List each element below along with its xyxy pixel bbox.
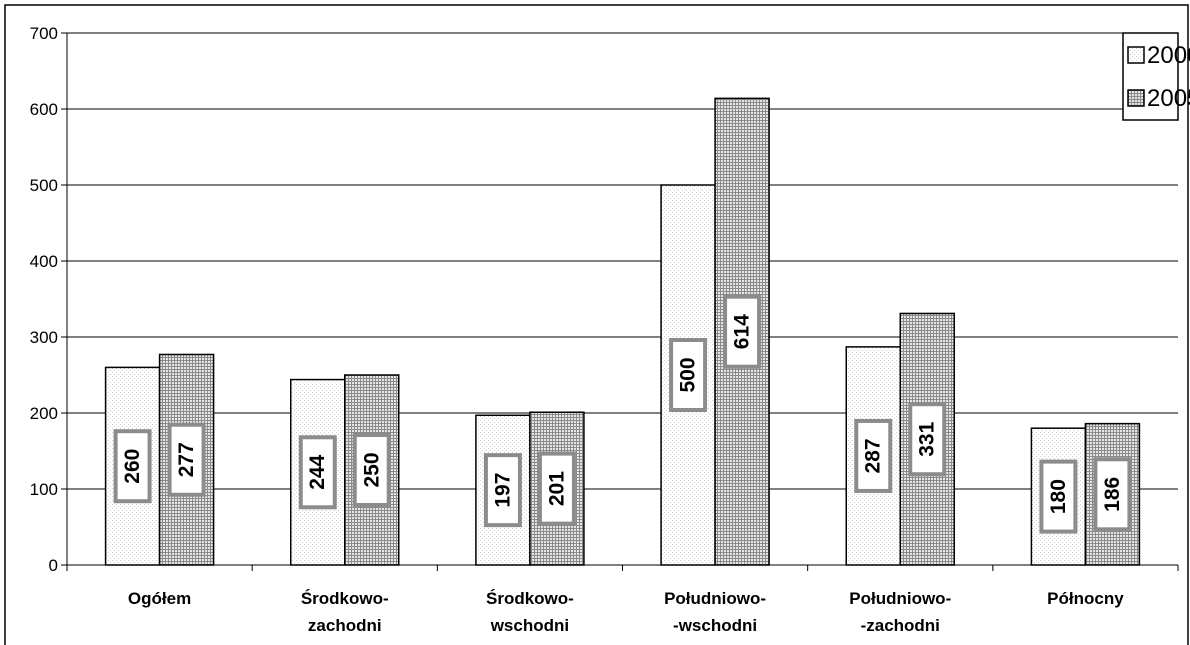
legend-label: 2000 xyxy=(1147,42,1190,69)
data-label-box xyxy=(1039,459,1078,534)
data-label: 244 xyxy=(306,454,329,489)
x-category-label-line: Południowo- xyxy=(664,589,766,608)
data-label-box xyxy=(537,451,576,526)
data-label: 201 xyxy=(545,471,568,506)
y-tick-label: 300 xyxy=(30,328,58,347)
x-category-label-line: Południowo- xyxy=(849,589,951,608)
data-label-box xyxy=(723,294,762,369)
data-label: 331 xyxy=(916,421,939,456)
y-tick-label: 700 xyxy=(30,24,58,43)
y-tick-label: 100 xyxy=(30,480,58,499)
x-category-label-line: zachodni xyxy=(308,616,382,635)
data-label: 500 xyxy=(677,357,700,392)
data-label-box xyxy=(352,433,391,507)
x-category-label-line: -wschodni xyxy=(673,616,757,635)
x-category-label: Ogółem xyxy=(128,589,191,608)
data-label-box xyxy=(167,422,206,497)
data-label-box xyxy=(483,453,522,528)
data-label-box xyxy=(113,429,152,504)
data-label: 614 xyxy=(731,314,754,349)
x-category-label-line: Środkowo- xyxy=(301,589,389,608)
chart-border xyxy=(4,4,1189,645)
data-label-box xyxy=(298,435,337,510)
x-category-label-line: -zachodni xyxy=(861,616,940,635)
data-label: 277 xyxy=(175,442,198,477)
legend-label: 2005 xyxy=(1147,85,1190,112)
data-label-box xyxy=(908,402,947,477)
x-category-label-line: Środkowo- xyxy=(486,589,574,608)
x-category-label: Południowo- -zachodni xyxy=(849,589,951,635)
y-tick-label: 400 xyxy=(30,252,58,271)
data-label-box xyxy=(669,338,708,412)
x-category-label-line: Północny xyxy=(1047,589,1124,608)
data-label: 250 xyxy=(360,452,383,487)
legend-swatch xyxy=(1127,46,1145,64)
data-label: 186 xyxy=(1101,477,1124,512)
legend-swatch xyxy=(1127,89,1145,107)
x-category-label-line: Ogółem xyxy=(128,589,191,608)
y-tick-label: 0 xyxy=(49,556,58,575)
y-tick-label: 200 xyxy=(30,404,58,423)
data-label: 180 xyxy=(1047,479,1070,514)
x-category-label: Północny xyxy=(1047,589,1124,608)
data-label: 260 xyxy=(121,449,144,484)
x-category-label: Południowo- -wschodni xyxy=(664,589,766,635)
data-label-box xyxy=(854,418,893,493)
data-label: 197 xyxy=(491,473,514,508)
data-label: 287 xyxy=(862,438,885,473)
x-category-label: Środkowo-wschodni xyxy=(486,589,574,635)
y-tick-label: 500 xyxy=(30,176,58,195)
x-category-label: Środkowo-zachodni xyxy=(301,589,389,635)
y-tick-label: 600 xyxy=(30,100,58,119)
x-category-label-line: wschodni xyxy=(490,616,569,635)
data-label-box xyxy=(1093,457,1132,532)
